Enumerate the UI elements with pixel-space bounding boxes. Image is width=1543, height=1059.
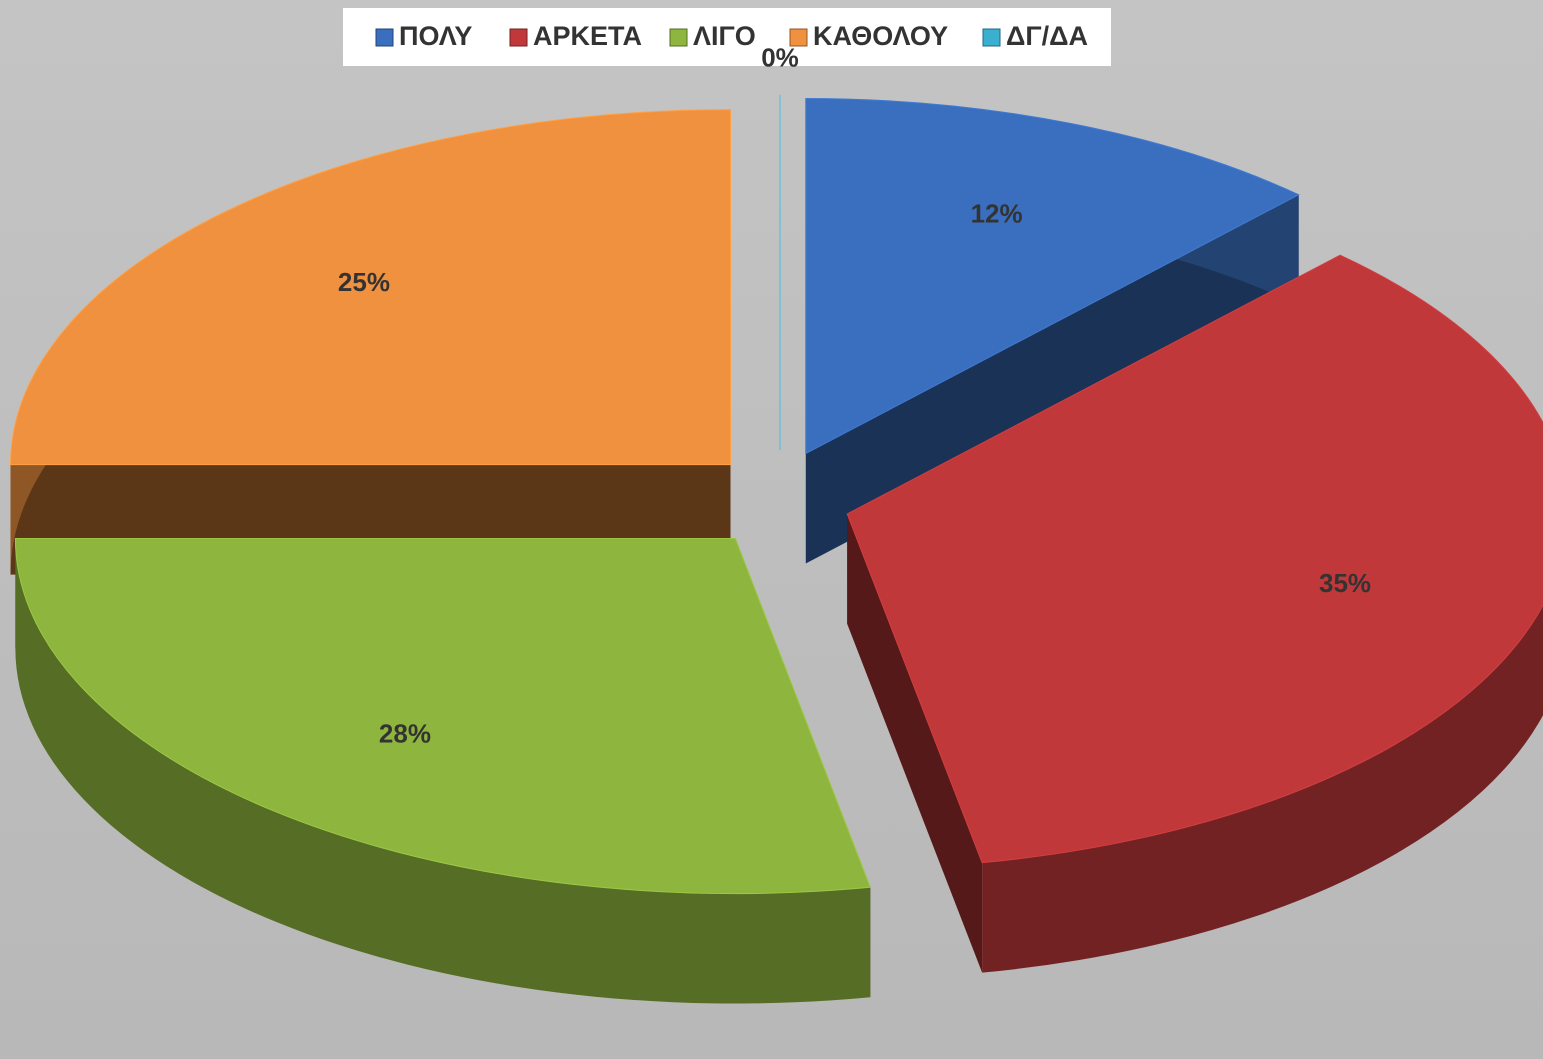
legend-key: [669, 28, 688, 47]
data-label: 25%: [338, 267, 390, 297]
data-label: 0%: [761, 42, 799, 72]
slice-top: [14, 538, 871, 895]
slice-top: [10, 109, 732, 466]
legend-label: ΚΑΘΟΛΟΥ: [813, 21, 948, 51]
data-label: 35%: [1319, 568, 1371, 598]
legend-label: ΔΓ/ΔΑ: [1006, 21, 1088, 51]
slice-top: [805, 98, 1300, 455]
slice-top: [846, 254, 1543, 864]
legend-key: [375, 28, 394, 47]
legend-key: [982, 28, 1001, 47]
data-label: 28%: [379, 718, 431, 748]
legend-key: [509, 28, 528, 47]
data-label: 12%: [971, 199, 1023, 229]
legend: ΠΟΛΥ ΑΡΚΕΤΑ ΛΙΓΟ ΚΑΘΟΛΟΥ ΔΓ/ΔΑ: [375, 21, 1088, 51]
slice-side: [847, 513, 983, 973]
legend-label: ΛΙΓΟ: [693, 21, 756, 51]
slice: [805, 98, 1300, 564]
legend-key: [789, 28, 808, 47]
slice: [14, 538, 871, 1004]
legend-label: ΠΟΛΥ: [399, 21, 472, 51]
slice: [846, 254, 1543, 973]
slice-wall: [15, 538, 871, 1004]
slice-wall: [982, 255, 1543, 973]
pie: 12% 35% 28% 25% 0%: [10, 42, 1543, 1004]
legend-label: ΑΡΚΕΤΑ: [533, 21, 642, 51]
